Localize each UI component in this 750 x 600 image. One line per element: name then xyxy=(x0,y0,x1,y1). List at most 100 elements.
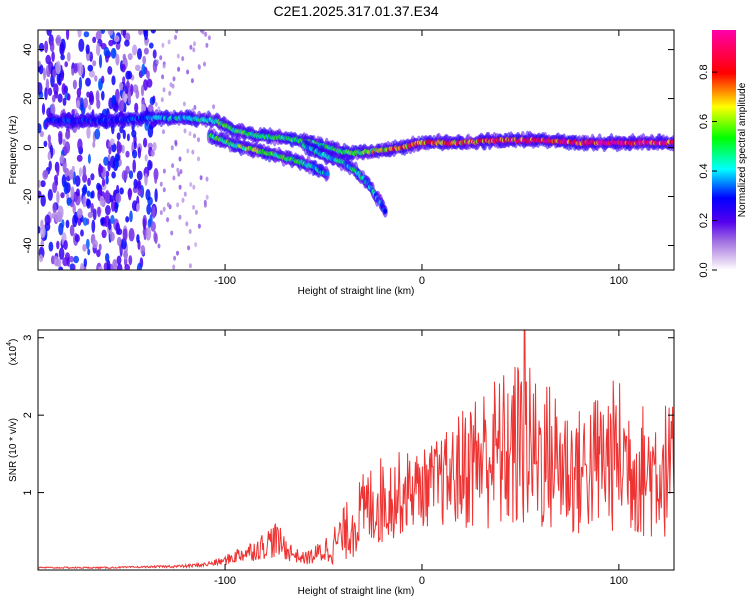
heatmap-cell-534 xyxy=(174,34,177,40)
heatmap-cell-191 xyxy=(98,81,103,91)
heatmap-cell-333 xyxy=(90,173,95,181)
heatmap-cell-271 xyxy=(127,70,133,80)
heatmap-cell-340 xyxy=(115,193,122,204)
heatmap-cell-150 xyxy=(94,75,98,82)
heatmap-cell-59 xyxy=(103,46,110,58)
heatmap-cell-136 xyxy=(105,205,111,216)
heatmap-cell-391 xyxy=(72,203,76,214)
heatmap-cell-535 xyxy=(197,137,200,143)
heatmap-cell-400 xyxy=(56,190,60,205)
heatmap-cell-353 xyxy=(115,53,120,66)
heatmap-cell-402 xyxy=(76,99,80,109)
heatmap-cell-493 xyxy=(106,259,111,270)
heatmap-cell-571 xyxy=(154,101,158,107)
heatmap-cell-285 xyxy=(62,97,67,106)
heatmap-cell-244 xyxy=(132,159,136,173)
heatmap-cell-513 xyxy=(82,244,87,252)
heatmap-cell-594 xyxy=(203,199,207,205)
heatmap-cell-302 xyxy=(132,149,138,159)
heatmap-cell-589 xyxy=(181,197,185,203)
heatmap-cell-500 xyxy=(91,219,96,233)
heatmap-cells xyxy=(38,30,674,270)
heatmap-cell-472 xyxy=(38,123,42,134)
heatmap-cell-41 xyxy=(88,104,92,111)
heatmap-cell-529 xyxy=(159,210,163,216)
snr-ytick-label-2: 3 xyxy=(22,335,34,341)
heatmap-cell-536 xyxy=(192,204,196,210)
heatmap-cell-388 xyxy=(145,226,152,241)
heatmap-cell-504 xyxy=(136,262,142,270)
heatmap-cell-503 xyxy=(41,103,46,115)
heatmap-cell-584 xyxy=(191,149,195,155)
heatmap-cell-11 xyxy=(105,170,110,178)
heatmap-cell-609 xyxy=(181,56,185,62)
heatmap-cell-601 xyxy=(157,106,161,112)
heatmap-cell-460 xyxy=(73,63,78,74)
spectrogram-xtick-label-0: -100 xyxy=(214,275,236,287)
heatmap-cell-438 xyxy=(48,160,52,171)
heatmap-cell-576 xyxy=(203,61,206,67)
snr-panel: -100 0 100 1 2 3 Height of straight line (km)… xyxy=(6,329,675,597)
heatmap-cell-451 xyxy=(63,181,69,195)
snr-x-label: Height of straight line (km) xyxy=(298,586,415,597)
heatmap-cell-527 xyxy=(176,53,180,59)
colorbar-tick-label-4: 0.8 xyxy=(698,64,710,79)
heatmap-cell-151 xyxy=(73,255,79,264)
heatmap-cell-492 xyxy=(95,90,100,103)
heatmap-cell-587 xyxy=(161,42,165,48)
heatmap-cell-207 xyxy=(92,36,97,43)
spectrogram-ytick-label-0: 40 xyxy=(22,43,34,55)
heatmap-cell-338 xyxy=(94,128,101,140)
heatmap-cell-458 xyxy=(76,154,83,162)
heatmap-cell-386 xyxy=(144,173,148,186)
heatmap-cell-461 xyxy=(137,188,143,197)
heatmap-cell-512 xyxy=(135,64,141,72)
heatmap-cell-405 xyxy=(64,130,71,140)
heatmap-cell-182 xyxy=(127,53,133,61)
heatmap-cell-520 xyxy=(205,194,209,200)
heatmap-cell-390 xyxy=(38,60,41,67)
heatmap-cell-133 xyxy=(79,167,82,177)
heatmap-cell-1873 xyxy=(325,171,330,177)
heatmap-cell-236 xyxy=(87,153,91,164)
heatmap-cell-140 xyxy=(79,263,85,270)
heatmap-cell-336 xyxy=(152,60,158,73)
heatmap-cell-381 xyxy=(40,194,46,207)
heatmap-cell-105 xyxy=(38,42,45,52)
heatmap-cell-69 xyxy=(101,75,105,84)
heatmap-cell-247 xyxy=(154,174,158,184)
heatmap-cell-204 xyxy=(96,249,101,258)
heatmap-cell-511 xyxy=(141,63,146,77)
heatmap-cell-424 xyxy=(70,186,75,201)
heatmap-cell-290 xyxy=(55,34,62,47)
heatmap-cell-372 xyxy=(117,228,123,236)
heatmap-cell-375 xyxy=(80,97,84,110)
heatmap-cell-213 xyxy=(66,52,71,62)
heatmap-cell-276 xyxy=(92,60,97,67)
heatmap-cell-468 xyxy=(57,205,64,220)
heatmap-cell-221 xyxy=(116,132,121,140)
heatmap-cell-437 xyxy=(119,82,124,91)
spectrogram-frame xyxy=(37,29,675,271)
heatmap-cell-395 xyxy=(134,102,139,113)
heatmap-cell-387 xyxy=(116,236,122,247)
heatmap-cell-73 xyxy=(40,180,46,188)
heatmap-cell-605 xyxy=(162,63,166,69)
heatmap-cell-462 xyxy=(76,87,82,98)
heatmap-cell-283 xyxy=(60,192,65,199)
heatmap-cell-57 xyxy=(98,243,102,251)
heatmap-cell-455 xyxy=(52,202,57,214)
heatmap-cell-210 xyxy=(116,255,122,265)
heatmap-cell-72 xyxy=(147,142,153,149)
heatmap-cell-410 xyxy=(101,229,107,239)
heatmap-cell-454 xyxy=(75,188,80,197)
heatmap-cell-358 xyxy=(136,234,140,244)
heatmap-cell-145 xyxy=(109,231,115,242)
heatmap-cell-183 xyxy=(82,184,88,196)
heatmap-cell-490 xyxy=(47,87,53,97)
heatmap-cell-477 xyxy=(92,239,98,249)
heatmap-cell-456 xyxy=(69,255,74,263)
heatmap-cell-463 xyxy=(85,44,90,55)
snr-scale-prefix: (x10 xyxy=(8,345,19,365)
heatmap-cell-485 xyxy=(82,217,88,226)
